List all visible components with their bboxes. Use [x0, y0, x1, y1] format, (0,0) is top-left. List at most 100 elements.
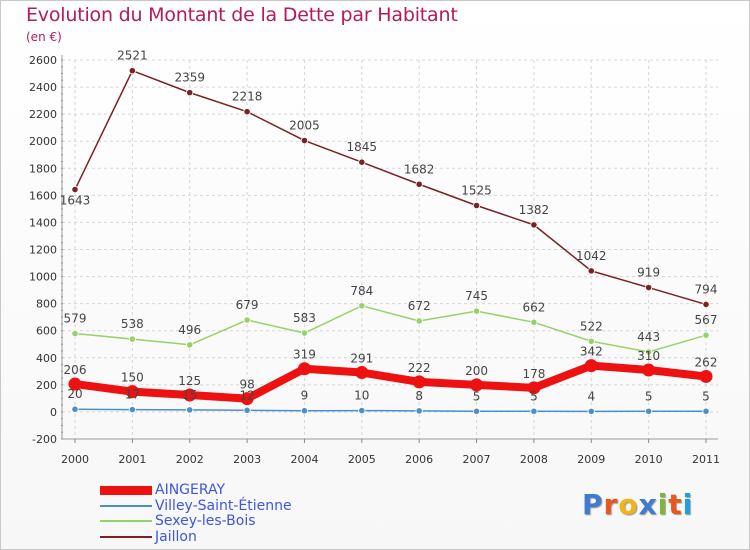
series-villey-saint-tienne-data-label: 8 [415, 389, 423, 403]
series-aingeray-data-label: 150 [121, 371, 144, 385]
series-aingeray-data-label: 262 [695, 355, 718, 369]
series-aingeray-point [125, 385, 139, 399]
series-jaillon-data-label: 2218 [232, 90, 263, 104]
series-jaillon-data-label: 2359 [174, 71, 205, 85]
series-sexey-les-bois-data-label: 679 [236, 298, 259, 312]
series-jaillon-point [530, 221, 538, 229]
series-villey-saint-tienne-point [472, 407, 481, 415]
y-tick-label: 2400 [29, 81, 57, 94]
chart-title: Evolution du Montant de la Dette par Hab… [26, 4, 458, 26]
series-villey-saint-tienne-point [587, 407, 595, 415]
series-villey-saint-tienne-data-label: 5 [645, 389, 653, 403]
series-aingeray-data-label: 342 [580, 345, 603, 359]
series-sexey-les-bois-data-label: 522 [580, 319, 603, 333]
y-tick-label: 0 [50, 406, 57, 419]
series-aingeray-data-label: 291 [350, 352, 373, 366]
series-sexey-les-bois-line [74, 305, 707, 353]
axis-layer: -200 0 200 400 600 800 1000 1200 1400 1600 1800 200… [29, 54, 720, 466]
series-jaillon-point [71, 185, 79, 194]
series-jaillon-data-label: 919 [637, 266, 660, 280]
series-jaillon-data-label: 1682 [404, 162, 435, 176]
series-jaillon-point [300, 136, 309, 145]
series-villey-saint-tienne-data-label: 5 [473, 389, 481, 403]
series-jaillon-point [702, 300, 710, 309]
legend-label: Sexey-les-Bois [155, 513, 256, 529]
y-tick-label: 800 [36, 298, 57, 311]
series-villey-saint-tienne-data-label: 20 [67, 387, 82, 401]
legend-swatch [100, 504, 152, 507]
series-jaillon-point [128, 67, 136, 75]
series-sexey-les-bois-point [702, 331, 710, 339]
series-villey-saint-tienne-point [702, 407, 710, 415]
series-aingeray-data-label: 310 [637, 349, 660, 363]
series-aingeray-data-label: 200 [465, 364, 488, 378]
series-aingeray-point [68, 377, 82, 391]
series-jaillon-point [645, 283, 653, 292]
series-aingeray-point [699, 369, 713, 383]
series-villey-saint-tienne-line [74, 408, 706, 413]
y-tick-label: 200 [36, 379, 57, 392]
x-tick-label: 2009 [577, 453, 605, 466]
series-villey-saint-tienne-point [530, 407, 538, 415]
series-aingeray-data-label: 319 [293, 348, 316, 362]
series-villey-saint-tienne-point [71, 405, 79, 413]
grid-layer [62, 59, 718, 440]
series-sexey-les-bois-point [243, 316, 251, 324]
series-aingeray-point [240, 392, 254, 406]
y-tick-label: 2200 [29, 108, 57, 121]
series-jaillon-data-label: 1042 [576, 249, 607, 263]
series-aingeray-point [584, 359, 598, 373]
x-tick-label: 2001 [118, 453, 146, 466]
series-villey-saint-tienne-point [358, 406, 366, 415]
series-jaillon-point [472, 201, 481, 210]
series-sexey-les-bois-data-label: 583 [293, 311, 316, 325]
series-aingeray-point [297, 362, 311, 376]
series-sexey-les-bois-point [128, 335, 136, 343]
proxiti-logo[interactable]: Proxiti [582, 488, 694, 521]
series-aingeray-point [642, 363, 656, 377]
series-jaillon-point [587, 267, 595, 275]
series-jaillon-data-label: 1845 [347, 140, 378, 154]
series-sexey-les-bois-point [587, 337, 595, 345]
series-aingeray-data-label: 178 [522, 367, 545, 381]
series-aingeray-point [527, 381, 541, 395]
x-tick-label: 2007 [463, 453, 491, 466]
y-tick-label: 400 [36, 352, 57, 365]
series-jaillon-data-label: 794 [695, 282, 718, 296]
series-jaillon-data-label: 2005 [289, 119, 320, 133]
series-sexey-les-bois-point [530, 318, 538, 326]
series-aingeray-data-label: 206 [64, 363, 87, 377]
series-aingeray-line [74, 361, 707, 403]
series-villey-saint-tienne-point [300, 407, 309, 415]
y-tick-label: 1000 [29, 271, 57, 284]
series-villey-saint-tienne-point [645, 407, 653, 415]
series-aingeray-point [412, 375, 426, 389]
x-tick-label: 2006 [405, 453, 433, 466]
chart-subtitle: (en €) [26, 30, 62, 44]
series-jaillon-data-label: 1643 [60, 194, 91, 208]
series-jaillon-line [74, 69, 707, 306]
series-villey-saint-tienne-data-label: 15 [182, 388, 197, 402]
series-villey-saint-tienne-data-label: 5 [530, 389, 538, 403]
series-sexey-les-bois-point [472, 307, 481, 315]
x-tick-label: 2010 [635, 453, 663, 466]
series-aingeray-data-label: 125 [178, 374, 201, 388]
series-sexey-les-bois-point [186, 341, 194, 349]
x-tick-label: 2011 [692, 453, 720, 466]
legend-swatch [100, 520, 152, 522]
y-tick-label: 2600 [29, 54, 57, 67]
series-sexey-les-bois-point [300, 329, 309, 337]
series-villey-saint-tienne-data-label: 12 [239, 388, 254, 402]
x-tick-label: 2002 [176, 453, 204, 466]
y-tick-label: 1800 [29, 162, 57, 175]
y-tick-label: 1200 [29, 244, 57, 257]
series-sexey-les-bois-point [71, 329, 79, 338]
series-jaillon-point [415, 180, 423, 188]
x-tick-label: 2004 [290, 453, 318, 466]
legend-swatch [100, 485, 152, 495]
series-sexey-les-bois-data-label: 784 [350, 284, 373, 298]
series-jaillon-point [358, 158, 366, 166]
series-villey-saint-tienne-data-label: 17 [125, 388, 140, 402]
